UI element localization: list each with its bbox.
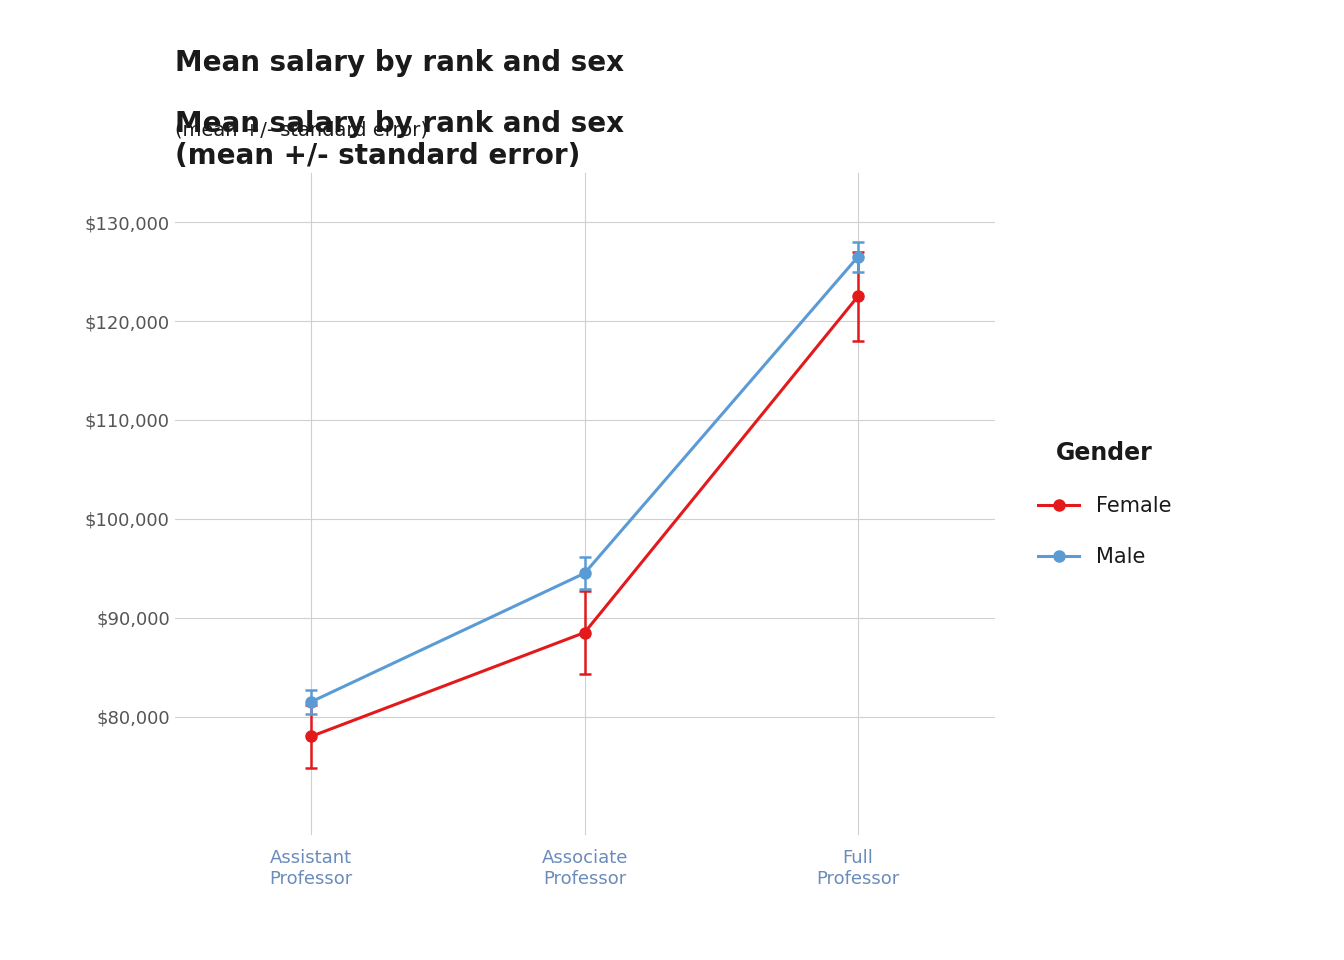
- Text: Mean salary by rank and sex: Mean salary by rank and sex: [175, 49, 624, 77]
- Text: Mean salary by rank and sex
(mean +/- standard error): Mean salary by rank and sex (mean +/- st…: [175, 110, 624, 171]
- Legend: Female, Male: Female, Male: [1038, 441, 1172, 567]
- Text: (mean +/- standard error): (mean +/- standard error): [175, 120, 427, 139]
